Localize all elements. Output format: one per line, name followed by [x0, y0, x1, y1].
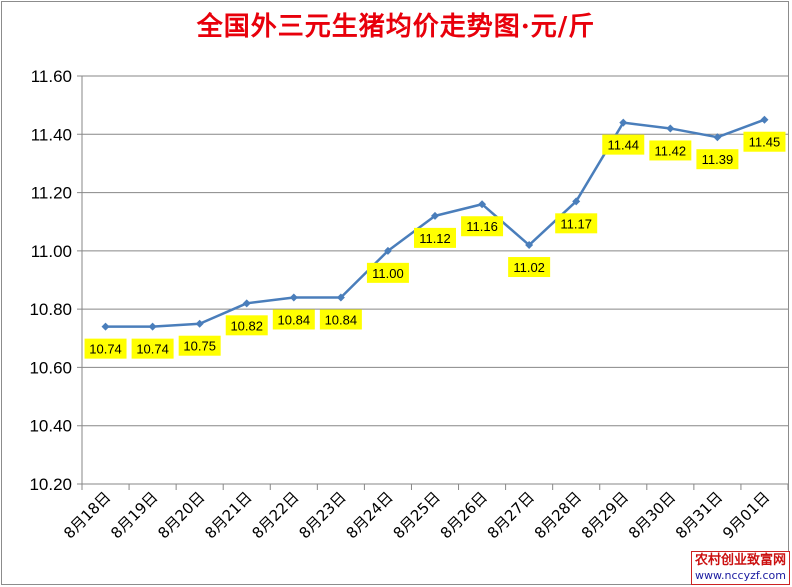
y-tick-label: 10.20 [29, 475, 72, 494]
x-tick-label: 8月27日 [484, 488, 538, 542]
x-tick-label: 8月30日 [625, 488, 679, 542]
data-label-bg [602, 134, 645, 155]
x-tick-label: 8月21日 [201, 488, 255, 542]
data-label-bg [743, 131, 786, 152]
data-label: 11.45 [749, 135, 781, 150]
y-tick-label: 10.80 [29, 300, 72, 319]
x-tick-label: 8月22日 [248, 488, 302, 542]
data-label: 11.17 [560, 216, 592, 231]
data-label-bg [696, 149, 739, 170]
data-label-bg [272, 309, 315, 330]
data-label-bg [84, 338, 127, 359]
x-tick-label: 8月23日 [296, 488, 350, 542]
y-tick-label: 10.40 [29, 417, 72, 436]
data-label-bg [178, 335, 221, 356]
data-label-bg [225, 315, 268, 336]
x-tick-label: 8月25日 [390, 488, 444, 542]
data-label-bg [555, 213, 598, 234]
y-tick-label: 10.60 [29, 358, 72, 377]
x-tick-label: 8月28日 [531, 488, 585, 542]
watermark-name: 农村创业致富网 [694, 553, 786, 568]
data-point [148, 322, 157, 331]
data-point [242, 299, 251, 308]
data-label: 10.75 [183, 339, 216, 354]
data-label: 10.84 [325, 312, 358, 327]
data-point [383, 246, 392, 255]
data-point [101, 322, 110, 331]
data-label: 11.00 [372, 266, 404, 281]
data-point [525, 241, 534, 250]
y-tick-label: 11.00 [31, 242, 72, 261]
x-tick-label: 8月18日 [60, 488, 114, 542]
data-point [195, 319, 204, 328]
data-label: 10.82 [230, 318, 263, 333]
data-point [289, 293, 298, 302]
data-label: 11.39 [702, 152, 734, 167]
data-label: 11.42 [655, 143, 687, 158]
x-tick-label: 8月24日 [343, 488, 397, 542]
data-point [666, 124, 675, 133]
x-tick-label: 8月19日 [107, 488, 161, 542]
x-tick-label: 8月31日 [672, 488, 726, 542]
data-label-bg [319, 309, 362, 330]
data-label: 11.16 [466, 219, 498, 234]
data-point [572, 197, 581, 206]
data-point [431, 211, 439, 220]
data-point [619, 118, 628, 127]
data-label: 11.44 [607, 138, 639, 153]
watermark-url: www.nccyzf.com [695, 569, 786, 582]
data-point [478, 200, 487, 209]
data-label-bg [508, 257, 551, 278]
x-tick-label: 8月20日 [154, 488, 208, 542]
data-label: 10.74 [136, 342, 169, 357]
x-tick-label: 8月29日 [578, 488, 632, 542]
data-label: 10.74 [89, 342, 122, 357]
data-label: 10.84 [278, 312, 311, 327]
data-label-bg [131, 338, 174, 359]
data-point [336, 293, 345, 302]
data-label-bg [366, 262, 409, 283]
y-tick-label: 11.40 [31, 125, 72, 144]
y-tick-label: 11.60 [31, 67, 72, 86]
data-label-bg [461, 216, 504, 237]
chart-title: 全国外三元生猪均价走势图·元/斤 [196, 12, 596, 42]
y-tick-label: 11.20 [31, 184, 72, 203]
data-label-bg [414, 227, 456, 248]
site-watermark: 农村创业致富网 www.nccyzf.com [690, 551, 790, 585]
data-label-bg [649, 140, 692, 161]
x-tick-label: 9月01日 [719, 488, 773, 542]
data-label: 11.12 [419, 231, 451, 246]
data-point [713, 133, 722, 142]
data-label: 11.02 [513, 260, 545, 275]
data-point [760, 115, 769, 124]
x-tick-label: 8月26日 [437, 488, 491, 542]
